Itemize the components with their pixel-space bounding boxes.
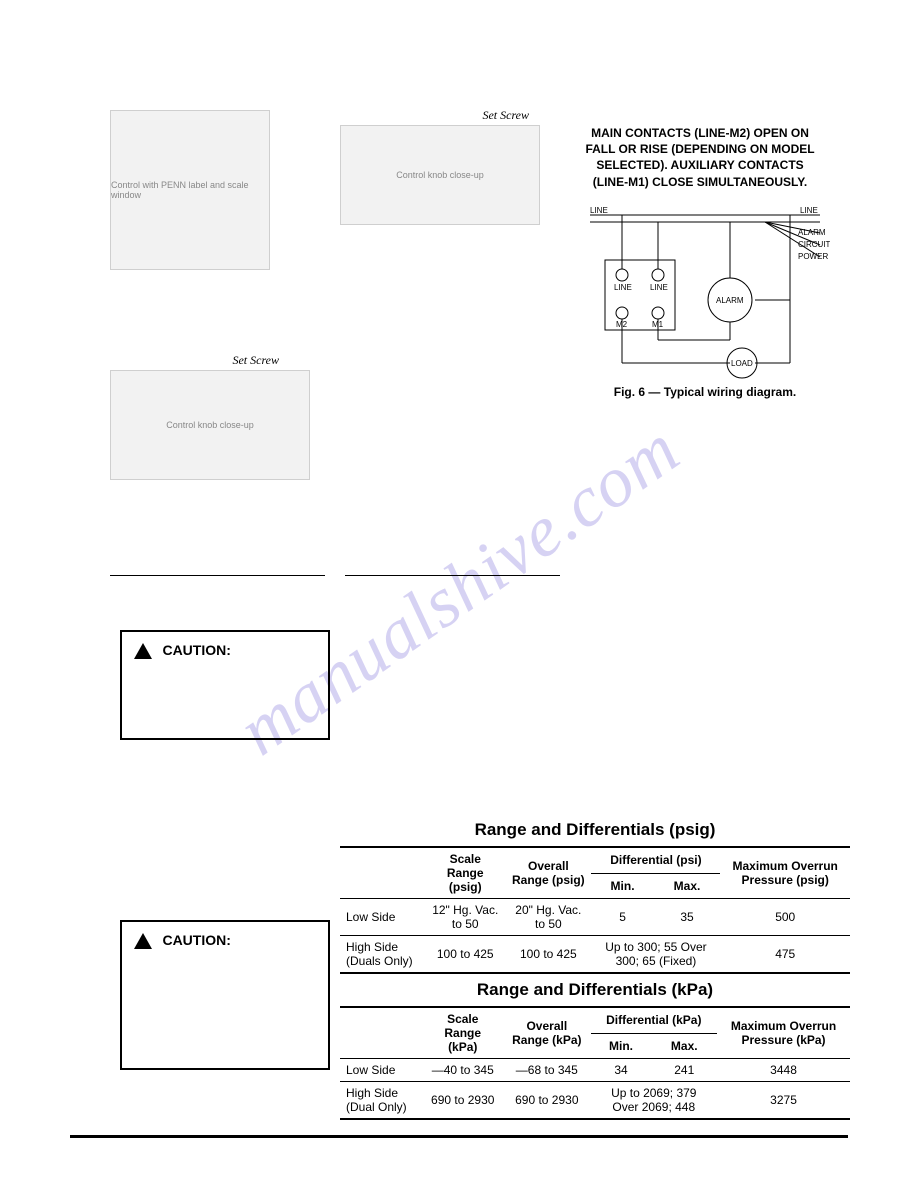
warning-triangle-icon <box>134 933 152 949</box>
wiring-label-circuit: CIRCUIT <box>798 240 830 249</box>
set-screw-label: Set Screw <box>232 353 279 368</box>
table-kpa: Range and Differentials (kPa) Scale Rang… <box>340 980 850 1120</box>
wiring-node-alarm: ALARM <box>716 296 744 305</box>
td-scale: 100 to 425 <box>425 936 505 974</box>
wiring-fig-caption: Fig. 6 — Typical wiring diagram. <box>600 385 810 399</box>
td-overall: —68 to 345 <box>503 1059 590 1082</box>
table-kpa-grid: Scale Range (kPa) Overall Range (kPa) Di… <box>340 1006 850 1120</box>
td-max: 241 <box>651 1059 717 1082</box>
td-label: High Side (Duals Only) <box>340 936 425 974</box>
td-scale: 12" Hg. Vac. to 50 <box>425 899 505 936</box>
td-overrun: 3448 <box>717 1059 850 1082</box>
hr-left <box>110 575 325 576</box>
table-psig: Range and Differentials (psig) Scale Ran… <box>340 820 850 974</box>
wiring-term-2: LINE <box>650 283 668 292</box>
photo-alt: Control knob close-up <box>166 420 254 430</box>
th-max: Max. <box>651 1033 717 1058</box>
wiring-caption: MAIN CONTACTS (LINE-M2) OPEN ON FALL OR … <box>585 125 815 190</box>
photo-control-front: Control with PENN label and scale window <box>110 110 270 270</box>
set-screw-label: Set Screw <box>482 108 529 123</box>
td-overrun: 3275 <box>717 1082 850 1120</box>
td-diff-span: Up to 300; 55 Over 300; 65 (Fixed) <box>591 936 720 974</box>
photo-alt: Control knob close-up <box>396 170 484 180</box>
caution-heading: CAUTION: <box>162 932 230 948</box>
th-blank <box>340 1007 422 1059</box>
wiring-term-1: LINE <box>614 283 632 292</box>
td-max: 35 <box>654 899 721 936</box>
th-blank <box>340 847 425 899</box>
wiring-label-line-r: LINE <box>800 206 818 215</box>
td-overrun: 500 <box>720 899 850 936</box>
wiring-node-load: LOAD <box>731 359 753 368</box>
caution-box-2: CAUTION: <box>120 920 330 1070</box>
hr-right <box>345 575 560 576</box>
th-overall: Overall Range (kPa) <box>503 1007 590 1059</box>
td-label: High Side (Dual Only) <box>340 1082 422 1120</box>
th-diff: Differential (kPa) <box>591 1007 718 1033</box>
th-max: Max. <box>654 873 721 898</box>
wiring-label-line-l: LINE <box>590 206 608 215</box>
th-scale: Scale Range (psig) <box>425 847 505 899</box>
page: manualshive.com Control with PENN label … <box>0 0 918 1188</box>
wiring-label-power: POWER <box>798 252 828 261</box>
td-overall: 690 to 2930 <box>503 1082 590 1120</box>
caution-heading: CAUTION: <box>162 642 230 658</box>
th-overrun: Maximum Overrun Pressure (psig) <box>720 847 850 899</box>
wiring-term-4: M1 <box>652 320 664 329</box>
wiring-label-alarm: ALARM <box>798 228 826 237</box>
th-scale: Scale Range (kPa) <box>422 1007 503 1059</box>
td-min: 34 <box>591 1059 652 1082</box>
footer-rule <box>70 1135 848 1138</box>
td-min: 5 <box>591 899 653 936</box>
table-kpa-title: Range and Differentials (kPa) <box>340 980 850 1000</box>
td-scale: —40 to 345 <box>422 1059 503 1082</box>
td-overrun: 475 <box>720 936 850 974</box>
photo-knob-mid: Control knob close-up Set Screw <box>110 370 310 480</box>
photo-alt: Control with PENN label and scale window <box>111 180 269 200</box>
th-overall: Overall Range (psig) <box>505 847 591 899</box>
table-psig-title: Range and Differentials (psig) <box>340 820 850 840</box>
td-label: Low Side <box>340 899 425 936</box>
th-min: Min. <box>591 873 653 898</box>
td-scale: 690 to 2930 <box>422 1082 503 1120</box>
th-diff: Differential (psi) <box>591 847 720 873</box>
wiring-diagram: LINE LINE ALARM CIRCUIT POWER LINE LINE … <box>580 205 830 380</box>
td-overall: 20" Hg. Vac. to 50 <box>505 899 591 936</box>
table-psig-grid: Scale Range (psig) Overall Range (psig) … <box>340 846 850 974</box>
caution-box-1: CAUTION: <box>120 630 330 740</box>
th-overrun: Maximum Overrun Pressure (kPa) <box>717 1007 850 1059</box>
warning-triangle-icon <box>134 643 152 659</box>
td-overall: 100 to 425 <box>505 936 591 974</box>
photo-knob-top: Control knob close-up Set Screw <box>340 125 540 225</box>
wiring-term-3: M2 <box>616 320 628 329</box>
td-diff-span: Up to 2069; 379 Over 2069; 448 <box>591 1082 718 1120</box>
th-min: Min. <box>591 1033 652 1058</box>
td-label: Low Side <box>340 1059 422 1082</box>
